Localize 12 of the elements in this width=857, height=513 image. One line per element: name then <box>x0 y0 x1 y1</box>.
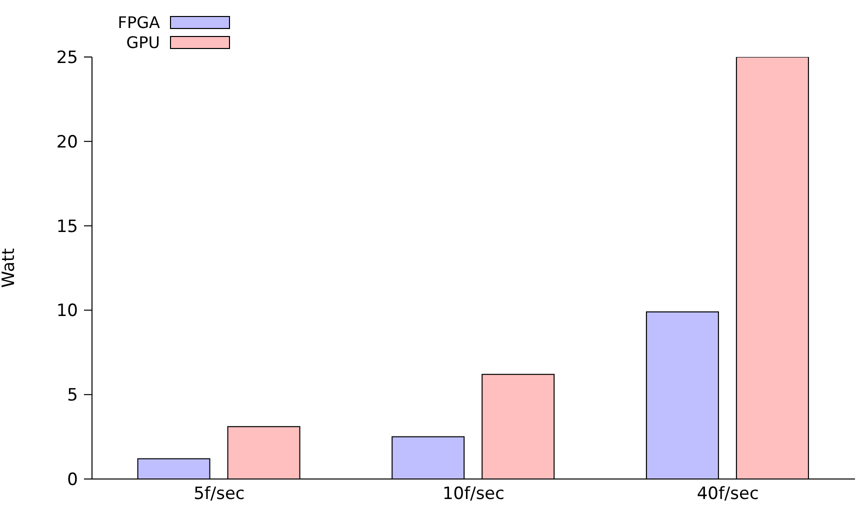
y-tick-label: 15 <box>56 216 78 237</box>
legend-label: GPU <box>126 32 160 52</box>
x-tick-label: 5f/sec <box>194 484 245 504</box>
y-tick-label: 20 <box>56 132 78 152</box>
y-tick-label: 10 <box>56 301 78 322</box>
x-tick-label: 40f/sec <box>696 484 759 504</box>
x-tick-label: 10f/sec <box>442 484 505 504</box>
y-axis-title: Watt <box>0 248 20 288</box>
y-tick-label: 0 <box>67 470 78 490</box>
y-tick-label: 25 <box>56 48 78 68</box>
legend-label: FPGA <box>118 12 160 32</box>
y-tick-label: 5 <box>67 386 78 406</box>
